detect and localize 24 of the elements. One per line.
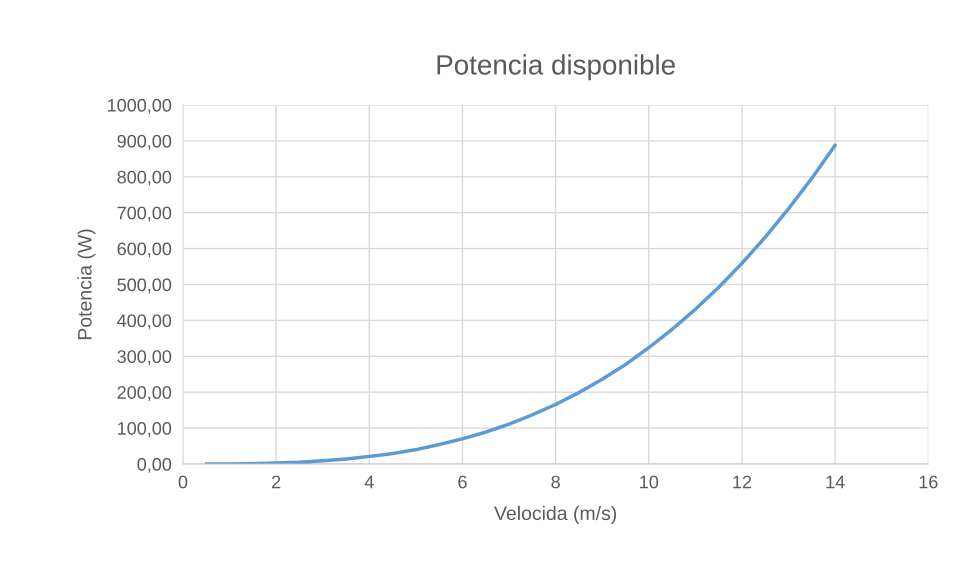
x-tick-label: 14 bbox=[826, 476, 845, 488]
y-tick-label: 400,00 bbox=[117, 314, 172, 330]
x-tick-label: 6 bbox=[458, 476, 467, 488]
x-tick-label: 8 bbox=[551, 476, 560, 488]
y-tick-label: 200,00 bbox=[118, 386, 172, 402]
y-tick-label: 500,00 bbox=[117, 278, 172, 294]
y-tick-label: 1000,00 bbox=[108, 98, 172, 114]
chart-title: Potencia disponible bbox=[437, 54, 675, 80]
y-tick-label: 0,00 bbox=[137, 458, 172, 473]
x-tick-label: 12 bbox=[733, 476, 752, 488]
y-axis-title: Potencia (W) bbox=[77, 230, 96, 340]
x-tick-label: 0 bbox=[178, 476, 188, 488]
y-tick-label: 100,00 bbox=[118, 422, 172, 437]
y-tick-label: 600,00 bbox=[118, 242, 172, 258]
x-axis-title: Velocida (m/s) bbox=[494, 506, 616, 524]
x-tick-label: 4 bbox=[364, 476, 374, 488]
y-tick-label: 700,00 bbox=[118, 206, 172, 222]
line-series bbox=[204, 143, 837, 464]
y-tick-label: 900,00 bbox=[117, 134, 172, 150]
x-tick-label: 10 bbox=[640, 476, 658, 488]
y-tick-label: 300,00 bbox=[117, 350, 172, 366]
x-tick-label: 2 bbox=[272, 476, 280, 488]
y-tick-label: 800,00 bbox=[117, 170, 172, 186]
x-tick-label: 16 bbox=[920, 476, 938, 488]
